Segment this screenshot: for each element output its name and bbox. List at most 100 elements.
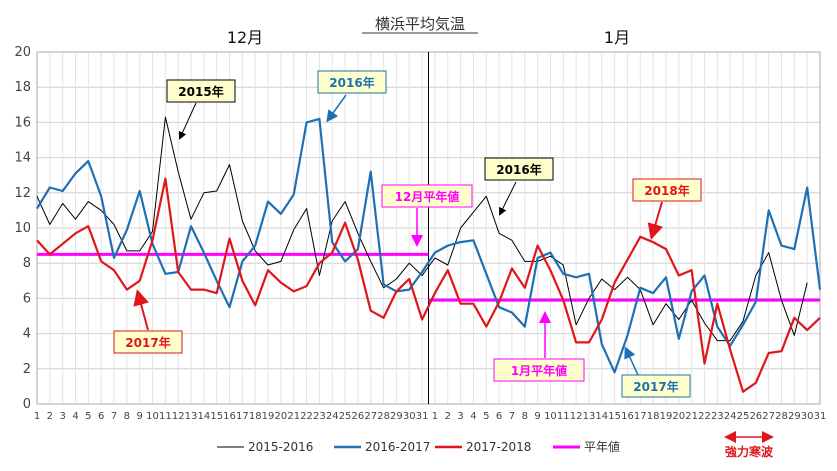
y-tick-label: 12 — [14, 186, 31, 201]
x-tick-label: 19 — [660, 411, 673, 422]
x-tick-label: 10 — [544, 411, 557, 422]
x-tick-label: 20 — [275, 411, 288, 422]
label-box-2017-blue — [621, 374, 691, 398]
series-line-2015-2016 — [36, 116, 808, 342]
x-tick-label: 1 — [432, 411, 438, 422]
x-tick-label: 31 — [814, 411, 827, 422]
label-box-2015 — [166, 79, 236, 103]
label-2016-black: 2016年 — [496, 162, 541, 177]
label-2015: 2015年 — [178, 84, 223, 99]
label-box-2016-blue — [317, 70, 387, 94]
y-tick-label: 8 — [23, 256, 31, 271]
y-tick-label: 4 — [23, 327, 31, 342]
series-line-2017-2018 — [36, 177, 821, 393]
label-cold-wave: 強力寒波 — [725, 444, 774, 459]
y-tick-label: 6 — [23, 291, 31, 306]
x-tick-label: 21 — [685, 411, 698, 422]
label-jan-normal: 1月平年値 — [511, 363, 567, 378]
arrow-2017-blue — [624, 346, 639, 376]
arrow-2015 — [178, 102, 197, 140]
x-tick-label: 30 — [403, 411, 416, 422]
x-tick-label: 7 — [509, 411, 515, 422]
x-tick-label: 13 — [583, 411, 596, 422]
arrow-2016-blue — [326, 94, 347, 123]
x-tick-label: 15 — [210, 411, 223, 422]
normals-lines — [37, 252, 820, 302]
x-tick-label: 8 — [522, 411, 528, 422]
label-2016-blue: 2016年 — [329, 75, 374, 90]
y-tick-label: 14 — [14, 151, 31, 166]
x-tick-label: 18 — [647, 411, 660, 422]
x-tick-label: 22 — [698, 411, 711, 422]
x-tick-label: 11 — [159, 411, 172, 422]
label-2017-blue: 2017年 — [633, 379, 678, 394]
arrow-2018-red — [647, 201, 664, 240]
x-tick-label: 17 — [634, 411, 647, 422]
x-tick-label: 21 — [287, 411, 300, 422]
x-tick-label: 11 — [557, 411, 570, 422]
x-tick-label: 23 — [313, 411, 326, 422]
y-tick-label: 18 — [14, 80, 31, 95]
month-label-dec: 12月 — [227, 28, 263, 47]
x-tick-label: 2 — [47, 411, 53, 422]
x-tick-label: 12 — [570, 411, 583, 422]
arrow-2016-black — [499, 181, 517, 216]
legend-label-normal: 平年値 — [584, 439, 620, 454]
label-2018-red: 2018年 — [644, 183, 689, 198]
x-tick-label: 26 — [749, 411, 762, 422]
x-tick-label: 27 — [762, 411, 775, 422]
x-tick-label: 14 — [595, 411, 608, 422]
arrow-2017-red — [133, 289, 149, 331]
x-tick-label: 29 — [788, 411, 801, 422]
label-2017-red: 2017年 — [125, 335, 170, 350]
x-tick-label: 15 — [608, 411, 621, 422]
x-tick-label: 28 — [377, 411, 390, 422]
legend: 2015-2016 2016-2017 2017-2018 平年値 — [217, 439, 620, 454]
y-tick-label: 20 — [14, 45, 31, 60]
x-tick-label: 19 — [262, 411, 275, 422]
x-tick-label: 26 — [352, 411, 365, 422]
x-tick-label: 12 — [172, 411, 185, 422]
y-tick-label: 10 — [14, 221, 31, 236]
x-tick-label: 24 — [326, 411, 339, 422]
x-tick-label: 29 — [390, 411, 403, 422]
x-tick-label: 27 — [364, 411, 377, 422]
y-tick-label: 16 — [14, 115, 31, 130]
x-tick-label: 16 — [223, 411, 236, 422]
label-box-jan-normal — [493, 358, 585, 382]
x-tick-label: 24 — [724, 411, 737, 422]
x-tick-label: 25 — [737, 411, 750, 422]
x-tick-label: 22 — [300, 411, 313, 422]
legend-label-2017-2018: 2017-2018 — [466, 440, 531, 454]
label-box-2016-black — [484, 157, 554, 181]
x-tick-label: 16 — [621, 411, 634, 422]
x-tick-label: 9 — [137, 411, 143, 422]
x-tick-label: 25 — [339, 411, 352, 422]
x-tick-label: 6 — [98, 411, 104, 422]
label-box-2017-red — [113, 330, 183, 354]
x-tick-label: 28 — [775, 411, 788, 422]
x-tick-label: 9 — [534, 411, 540, 422]
x-tick-label: 2 — [445, 411, 451, 422]
x-tick-label: 18 — [249, 411, 262, 422]
x-tick-label: 7 — [111, 411, 117, 422]
x-tick-label: 31 — [416, 411, 429, 422]
x-tick-label: 4 — [470, 411, 476, 422]
x-tick-label: 8 — [124, 411, 130, 422]
x-tick-label: 4 — [72, 411, 78, 422]
x-tick-label: 10 — [146, 411, 159, 422]
x-tick-label: 5 — [85, 411, 91, 422]
x-tick-label: 6 — [496, 411, 502, 422]
x-tick-label: 23 — [711, 411, 724, 422]
x-tick-label: 5 — [483, 411, 489, 422]
label-dec-normal: 12月平年値 — [395, 189, 460, 204]
series-line-2016-2017 — [36, 117, 822, 374]
x-tick-label: 20 — [672, 411, 685, 422]
x-tick-label: 13 — [185, 411, 198, 422]
x-tick-label: 1 — [34, 411, 40, 422]
legend-label-2016-2017: 2016-2017 — [365, 440, 430, 454]
chart-title: 横浜平均気温 — [375, 15, 465, 33]
